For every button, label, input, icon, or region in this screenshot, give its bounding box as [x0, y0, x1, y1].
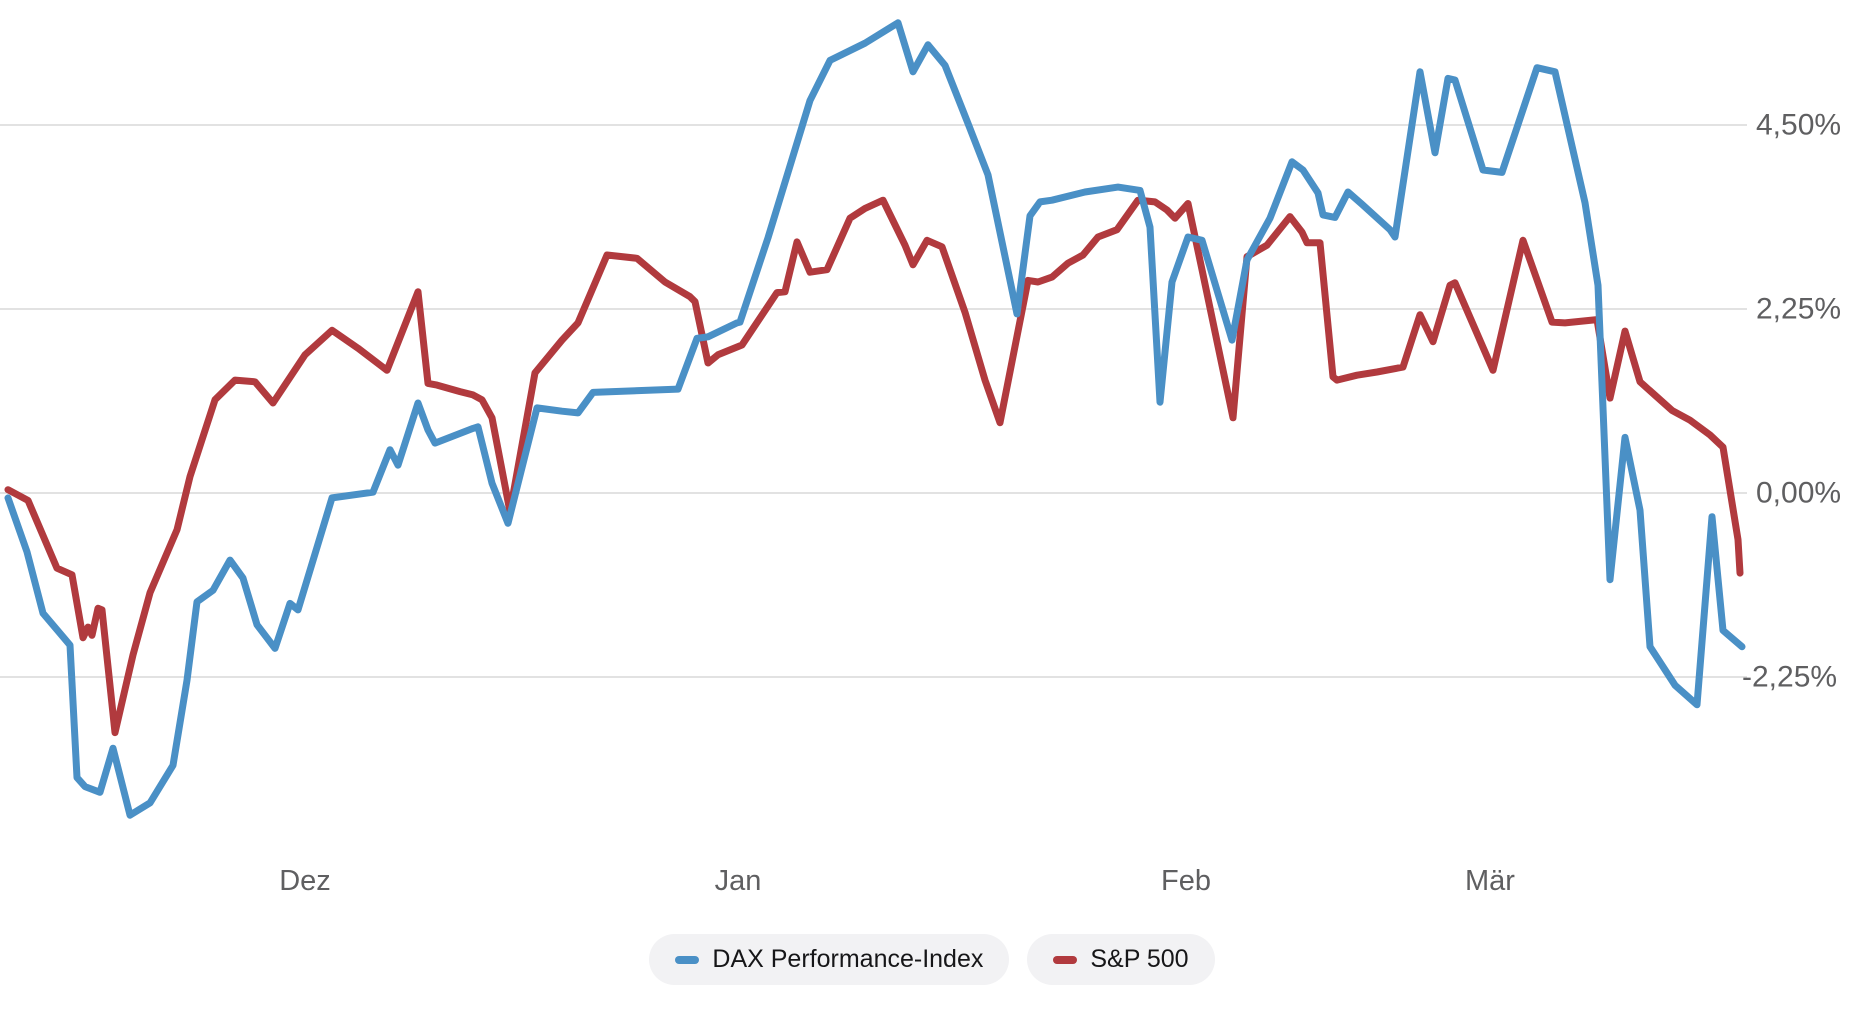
performance-chart: 4,50% 2,25% 0,00% -2,25% Dez Jan Feb Mär: [0, 19, 1841, 897]
x-axis-label: Dez: [279, 865, 331, 897]
gridlines: [0, 124, 1747, 678]
x-axis-label: Feb: [1161, 865, 1211, 897]
y-axis-label: 4,50%: [1756, 108, 1841, 141]
legend: DAX Performance-Index S&P 500: [0, 934, 1864, 985]
legend-label: S&P 500: [1090, 945, 1189, 973]
series-lines: [4, 19, 1746, 819]
legend-dash-icon: [1053, 955, 1078, 964]
y-axis-labels: 4,50% 2,25% 0,00% -2,25%: [1742, 108, 1841, 693]
y-axis-label: 2,25%: [1756, 292, 1841, 325]
x-axis-labels: Dez Jan Feb Mär: [279, 865, 1515, 897]
series-line-dax[interactable]: [4, 19, 1746, 819]
x-axis-label: Jan: [715, 865, 762, 897]
legend-label: DAX Performance-Index: [712, 945, 984, 973]
y-axis-label: -2,25%: [1742, 661, 1837, 694]
legend-item-dax[interactable]: DAX Performance-Index: [649, 934, 1010, 985]
series-line-sp500[interactable]: [4, 196, 1744, 737]
y-axis-label: 0,00%: [1756, 477, 1841, 510]
legend-item-sp500[interactable]: S&P 500: [1027, 934, 1215, 985]
x-axis-label: Mär: [1465, 865, 1515, 897]
legend-dash-icon: [675, 955, 700, 964]
